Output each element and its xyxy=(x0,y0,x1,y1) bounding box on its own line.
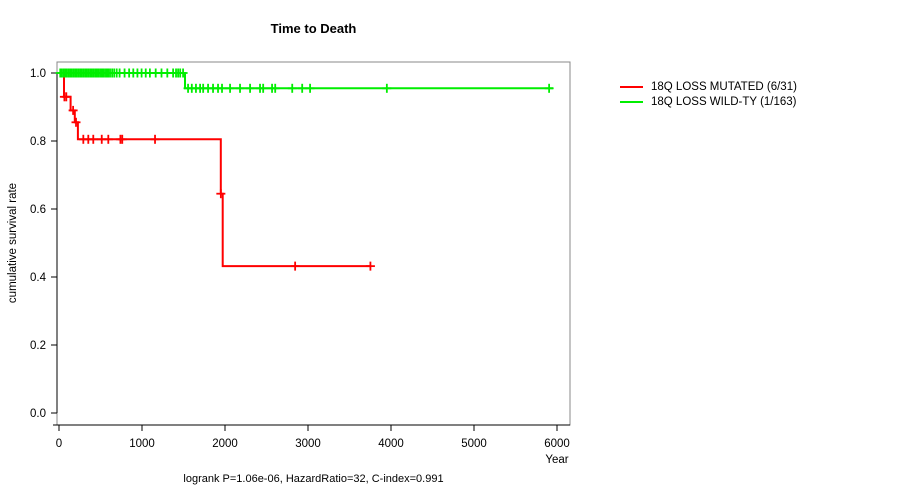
legend-item-wildtype: 18Q LOSS WILD-TY (1/163) xyxy=(620,94,797,109)
x-tick-label: 1000 xyxy=(129,438,155,450)
x-tick-label: 3000 xyxy=(295,438,321,450)
x-tick-label: 2000 xyxy=(212,438,238,450)
x-tick-label: 5000 xyxy=(461,438,487,450)
x-tick-label: 6000 xyxy=(544,438,570,450)
x-tick-label: 4000 xyxy=(378,438,404,450)
chart-title: Time to Death xyxy=(270,21,357,36)
legend-item-mutated: 18Q LOSS MUTATED (6/31) xyxy=(620,79,797,94)
plot-frame xyxy=(56,61,571,426)
legend-label: 18Q LOSS WILD-TY (1/163) xyxy=(651,95,797,108)
stats-annotation: logrank P=1.06e-06, HazardRatio=32, C-in… xyxy=(183,473,444,485)
y-tick-label: 0.8 xyxy=(30,136,46,148)
y-tick-label: 1.0 xyxy=(30,68,46,80)
legend-line-swatch-green xyxy=(620,100,643,103)
x-axis-label: Year xyxy=(545,454,569,466)
km-curve-0 xyxy=(59,72,375,271)
legend: 18Q LOSS MUTATED (6/31) 18Q LOSS WILD-TY… xyxy=(620,79,797,109)
x-tick-label: 0 xyxy=(56,438,62,450)
km-step-line xyxy=(59,72,372,268)
km-curve-1 xyxy=(55,68,554,93)
y-tick-label: 0.2 xyxy=(30,340,46,352)
y-tick-label: 0.6 xyxy=(30,204,46,216)
y-tick-label: 0.0 xyxy=(30,408,46,420)
y-tick-label: 0.4 xyxy=(30,272,47,284)
legend-line-swatch-red xyxy=(620,85,643,88)
legend-label: 18Q LOSS MUTATED (6/31) xyxy=(651,80,797,93)
axes: 0 1000 2000 3000 4000 5000 6000 1.0 0.8 0.6 0.4 0.2… xyxy=(30,68,570,450)
